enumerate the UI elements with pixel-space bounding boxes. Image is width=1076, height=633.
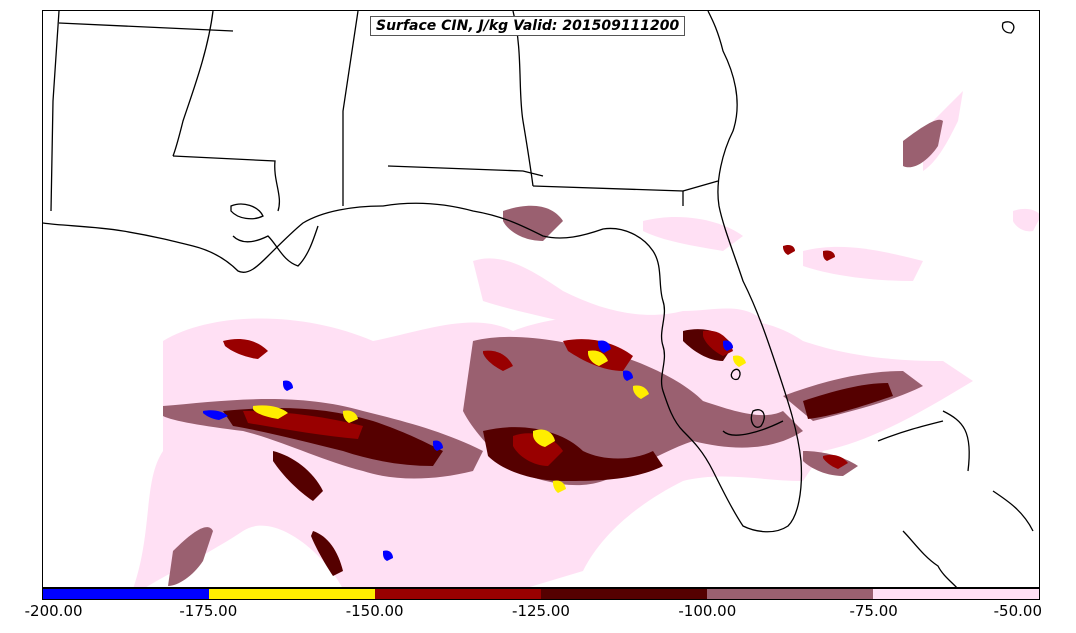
colorbar-segment: [707, 589, 873, 599]
coastline: [232, 225, 319, 267]
cin-region-red: [823, 454, 848, 469]
cin-region-yellow: [588, 350, 608, 366]
map-panel: [42, 10, 1040, 588]
state-border: [50, 11, 60, 212]
colorbar-tick-label: -125.00: [512, 602, 570, 620]
coastline: [902, 530, 958, 587]
colorbar-tick-label: -75.00: [849, 602, 898, 620]
coastline: [877, 420, 944, 442]
cin-region-mauve: [903, 119, 943, 168]
cin-region-light: [803, 246, 923, 281]
colorbar-tick-label: -150.00: [345, 602, 404, 620]
cin-map: [43, 11, 1039, 587]
coastline: [722, 420, 784, 436]
state-border: [172, 11, 214, 157]
coastline: [230, 203, 264, 220]
cin-region-yellow: [253, 405, 288, 419]
cin-region-yellow: [553, 480, 566, 493]
cin-region-light: [473, 258, 763, 341]
coastline: [750, 409, 765, 428]
cin-region-darkred: [803, 383, 893, 419]
coastline: [1001, 21, 1015, 34]
colorbar-segment: [209, 589, 375, 599]
state-border: [682, 180, 719, 192]
cin-region-red: [823, 250, 835, 261]
cin-region-light: [643, 216, 743, 251]
cin-region-yellow: [633, 385, 649, 399]
colorbar-segment: [873, 589, 1039, 599]
colorbar-tick-label: -200.00: [24, 602, 83, 620]
coastline: [43, 11, 803, 533]
cin-region-red: [223, 339, 268, 359]
cin-region-blue: [598, 340, 611, 353]
colorbar: [42, 588, 1040, 600]
cin-region-blue: [283, 380, 293, 391]
state-border: [58, 22, 234, 32]
state-border: [387, 165, 544, 177]
cin-region-darkred: [273, 451, 323, 501]
cin-region-yellow: [343, 410, 358, 423]
cin-region-yellow: [533, 429, 555, 447]
colorbar-tick-label: -50.00: [993, 602, 1042, 620]
cin-region-blue: [623, 370, 633, 381]
colorbar-segment: [375, 589, 541, 599]
colorbar-segment: [43, 589, 209, 599]
cin-region-blue: [723, 340, 733, 351]
cin-region-light: [1013, 208, 1039, 232]
state-border: [172, 155, 281, 212]
cin-region-blue: [203, 410, 228, 420]
coastline: [992, 490, 1034, 532]
state-border: [512, 11, 534, 187]
cin-region-darkred: [311, 531, 343, 576]
state-border: [342, 11, 359, 206]
cin-region-red: [483, 350, 513, 371]
cin-region-mauve: [503, 205, 563, 241]
coastline: [942, 410, 970, 472]
cin-region-mauve: [168, 527, 213, 586]
cin-region-yellow: [733, 355, 746, 367]
cin-region-blue: [383, 550, 393, 561]
colorbar-segment: [541, 589, 707, 599]
map-lines: [43, 11, 1034, 587]
map-title: Surface CIN, J/kg Valid: 201509111200: [370, 16, 686, 36]
coastline: [730, 368, 741, 381]
cin-region-red: [783, 244, 795, 255]
state-border: [532, 185, 684, 206]
colorbar-tick-label: -100.00: [678, 602, 737, 620]
cin-shading: [133, 91, 1039, 587]
colorbar-tick-label: -175.00: [179, 602, 238, 620]
cin-region-blue: [433, 440, 443, 451]
colorbar-ticks: -200.00 -175.00 -150.00 -125.00 -100.00 -75.0…: [0, 602, 1076, 626]
